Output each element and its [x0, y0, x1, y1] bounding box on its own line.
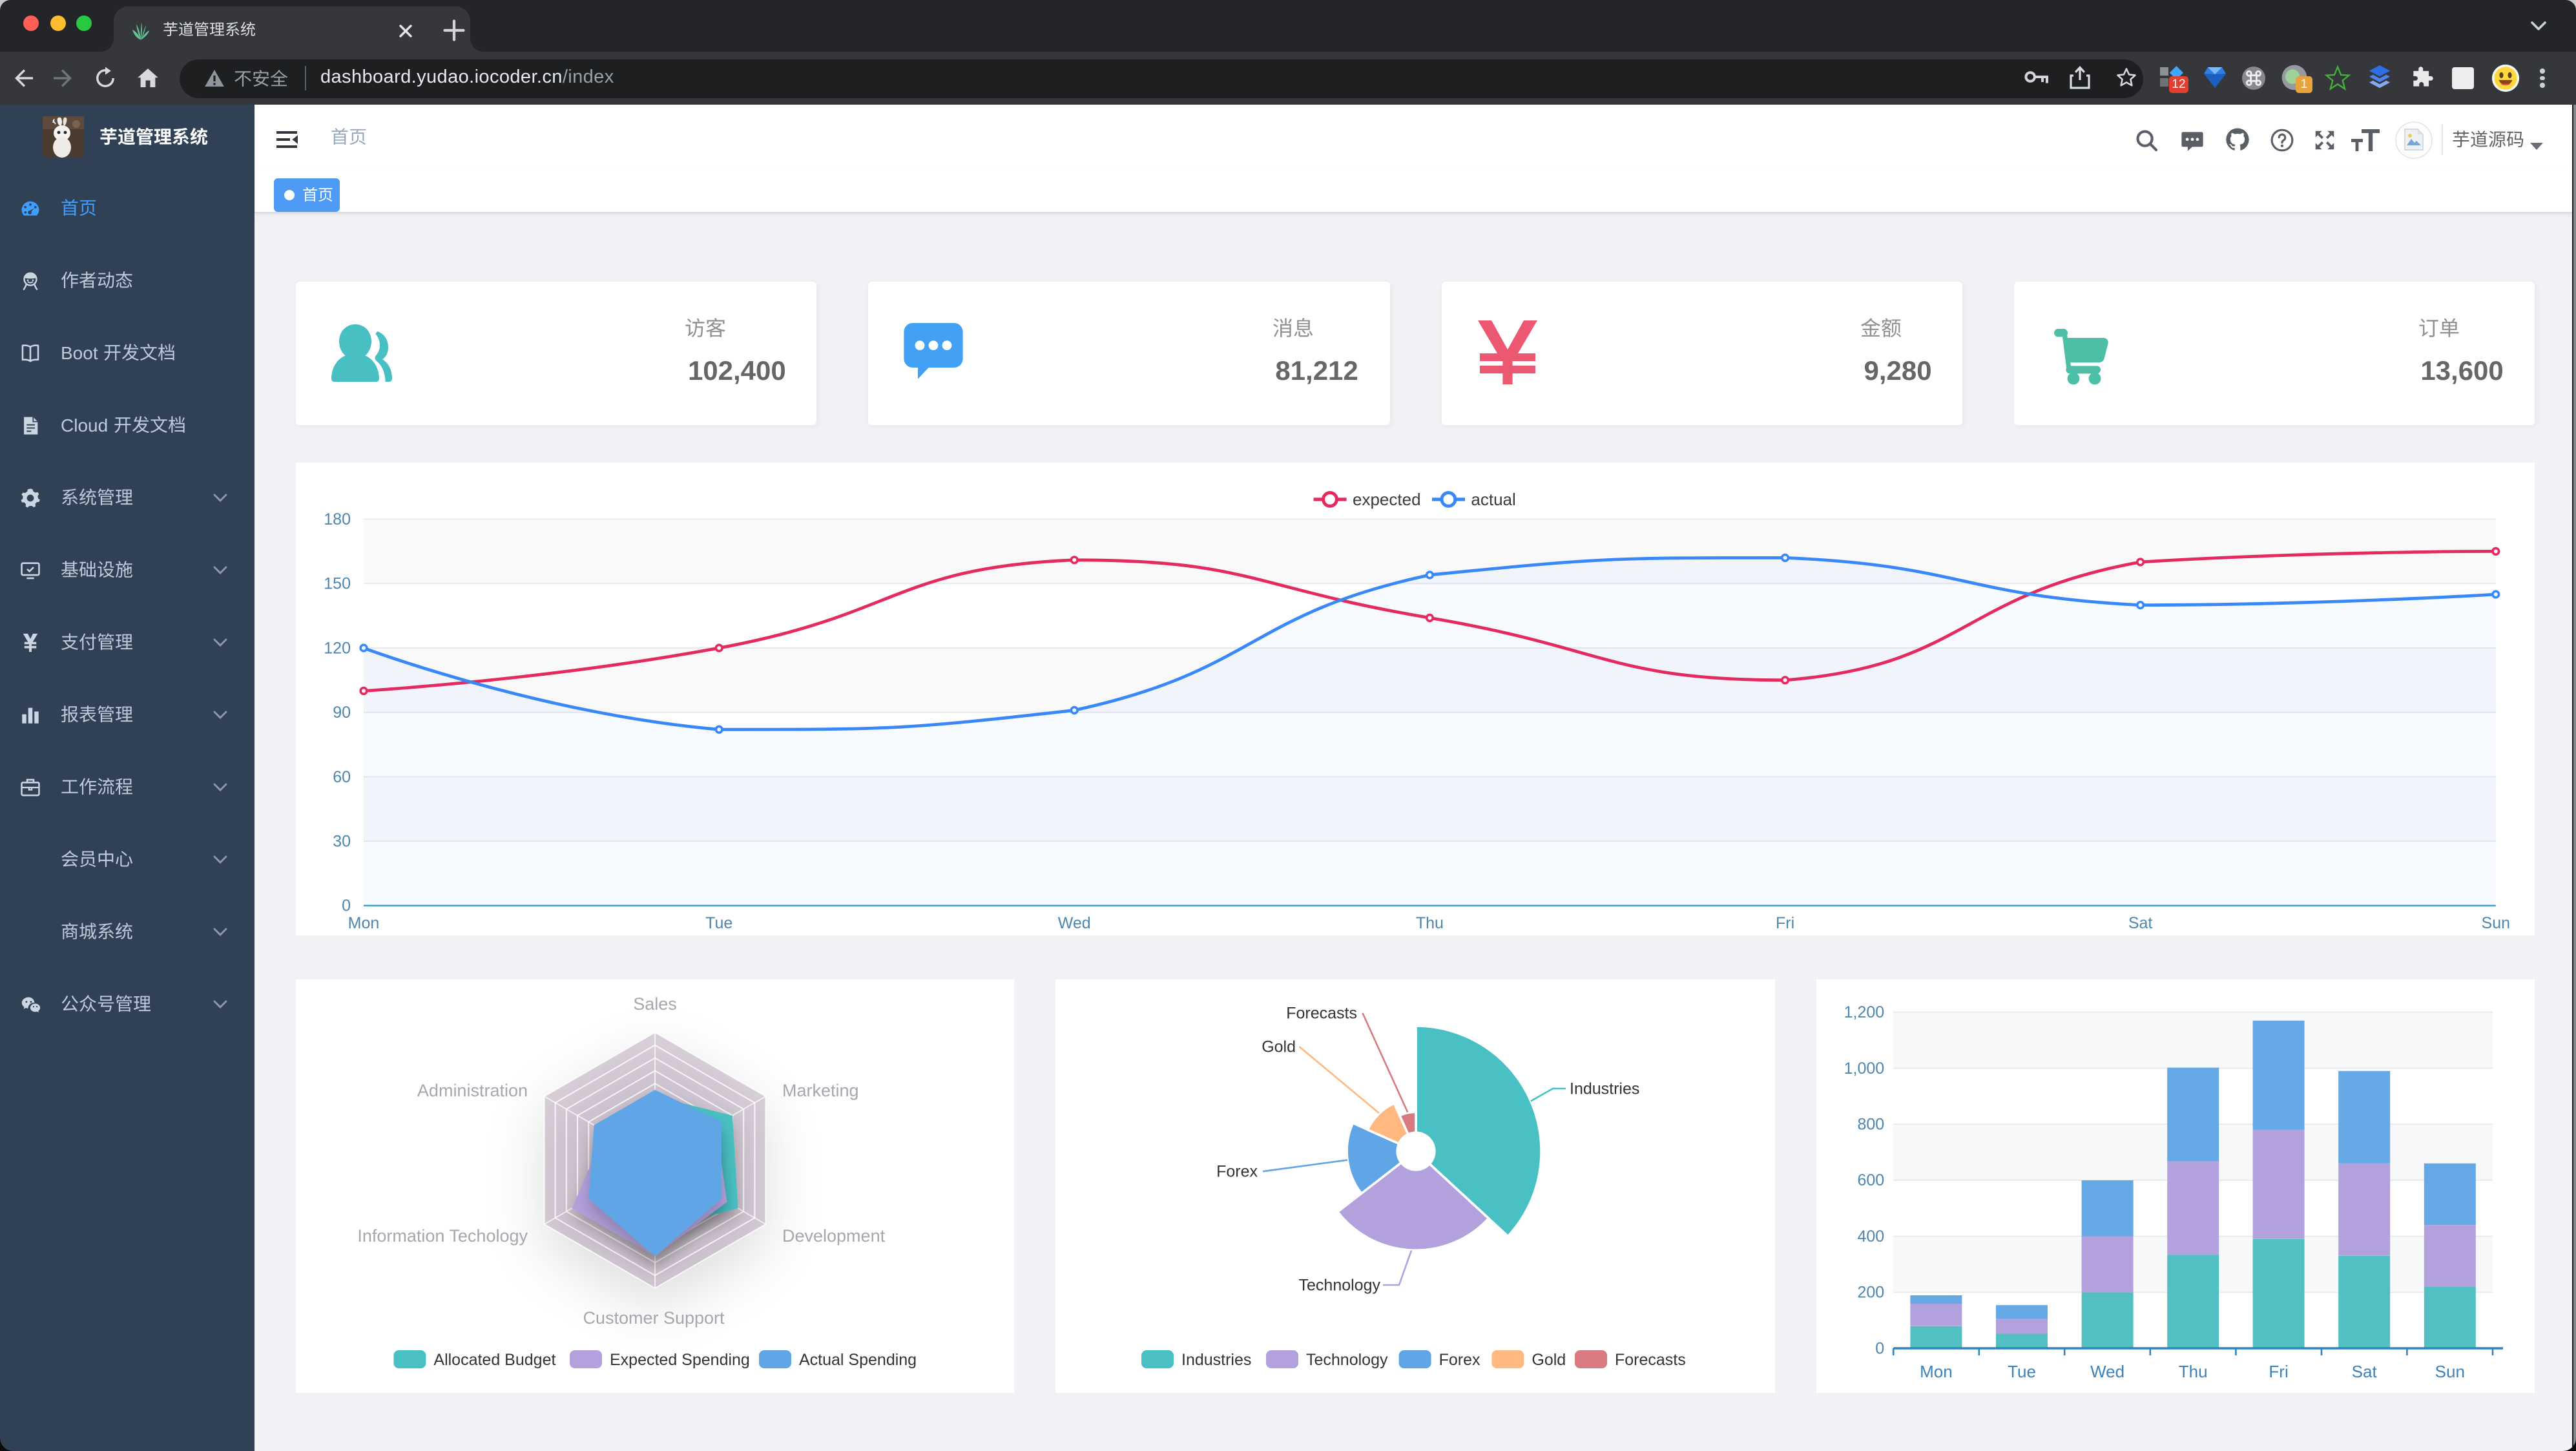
svg-text:Wed: Wed	[1058, 913, 1091, 932]
svg-text:180: 180	[324, 510, 351, 528]
svg-text:Tue: Tue	[2008, 1361, 2036, 1381]
svg-text:Industries: Industries	[1570, 1080, 1639, 1098]
svg-text:Customer Support: Customer Support	[583, 1308, 725, 1327]
svg-text:actual: actual	[1471, 489, 1515, 508]
svg-text:Expected Spending: Expected Spending	[610, 1350, 750, 1368]
svg-text:Marketing: Marketing	[782, 1080, 859, 1100]
svg-text:Thu: Thu	[2179, 1361, 2208, 1381]
svg-text:1,200: 1,200	[1844, 1003, 1885, 1021]
svg-text:Sat: Sat	[2128, 913, 2153, 932]
svg-text:Forex: Forex	[1439, 1350, 1480, 1368]
svg-text:Information Techology: Information Techology	[357, 1226, 528, 1245]
svg-text:Industries: Industries	[1181, 1350, 1251, 1368]
svg-text:30: 30	[333, 832, 351, 850]
svg-text:150: 150	[324, 574, 351, 592]
svg-text:Forecasts: Forecasts	[1286, 1003, 1357, 1021]
svg-text:Sun: Sun	[2435, 1361, 2465, 1381]
svg-text:Sales: Sales	[633, 994, 677, 1013]
svg-text:800: 800	[1857, 1115, 1884, 1133]
svg-text:Technology: Technology	[1306, 1350, 1388, 1368]
svg-text:60: 60	[333, 767, 351, 786]
svg-text:600: 600	[1857, 1171, 1884, 1189]
svg-text:Administration: Administration	[417, 1080, 528, 1100]
svg-text:200: 200	[1857, 1283, 1884, 1301]
svg-text:Thu: Thu	[1416, 913, 1444, 932]
svg-text:Fri: Fri	[1776, 913, 1794, 932]
svg-text:Mon: Mon	[348, 913, 380, 932]
svg-text:400: 400	[1857, 1227, 1884, 1245]
svg-text:Technology: Technology	[1299, 1275, 1381, 1293]
svg-text:120: 120	[324, 639, 351, 657]
svg-text:Actual Spending: Actual Spending	[799, 1350, 917, 1368]
svg-text:Wed: Wed	[2090, 1361, 2124, 1381]
svg-text:1,000: 1,000	[1844, 1059, 1885, 1077]
svg-text:Development: Development	[782, 1226, 886, 1245]
svg-text:0: 0	[1875, 1339, 1884, 1357]
svg-text:Gold: Gold	[1262, 1037, 1296, 1055]
svg-text:Fri: Fri	[2269, 1361, 2288, 1381]
svg-text:Allocated Budget: Allocated Budget	[433, 1350, 556, 1368]
svg-text:Forecasts: Forecasts	[1615, 1350, 1686, 1368]
svg-text:Tue: Tue	[705, 913, 732, 932]
svg-text:Forex: Forex	[1216, 1162, 1258, 1180]
svg-text:expected: expected	[1353, 489, 1421, 508]
svg-text:Gold: Gold	[1532, 1350, 1566, 1368]
svg-text:Sun: Sun	[2482, 913, 2510, 932]
svg-text:0: 0	[342, 896, 351, 914]
svg-text:Sat: Sat	[2352, 1361, 2378, 1381]
svg-text:Mon: Mon	[1920, 1361, 1953, 1381]
svg-text:90: 90	[333, 703, 351, 721]
